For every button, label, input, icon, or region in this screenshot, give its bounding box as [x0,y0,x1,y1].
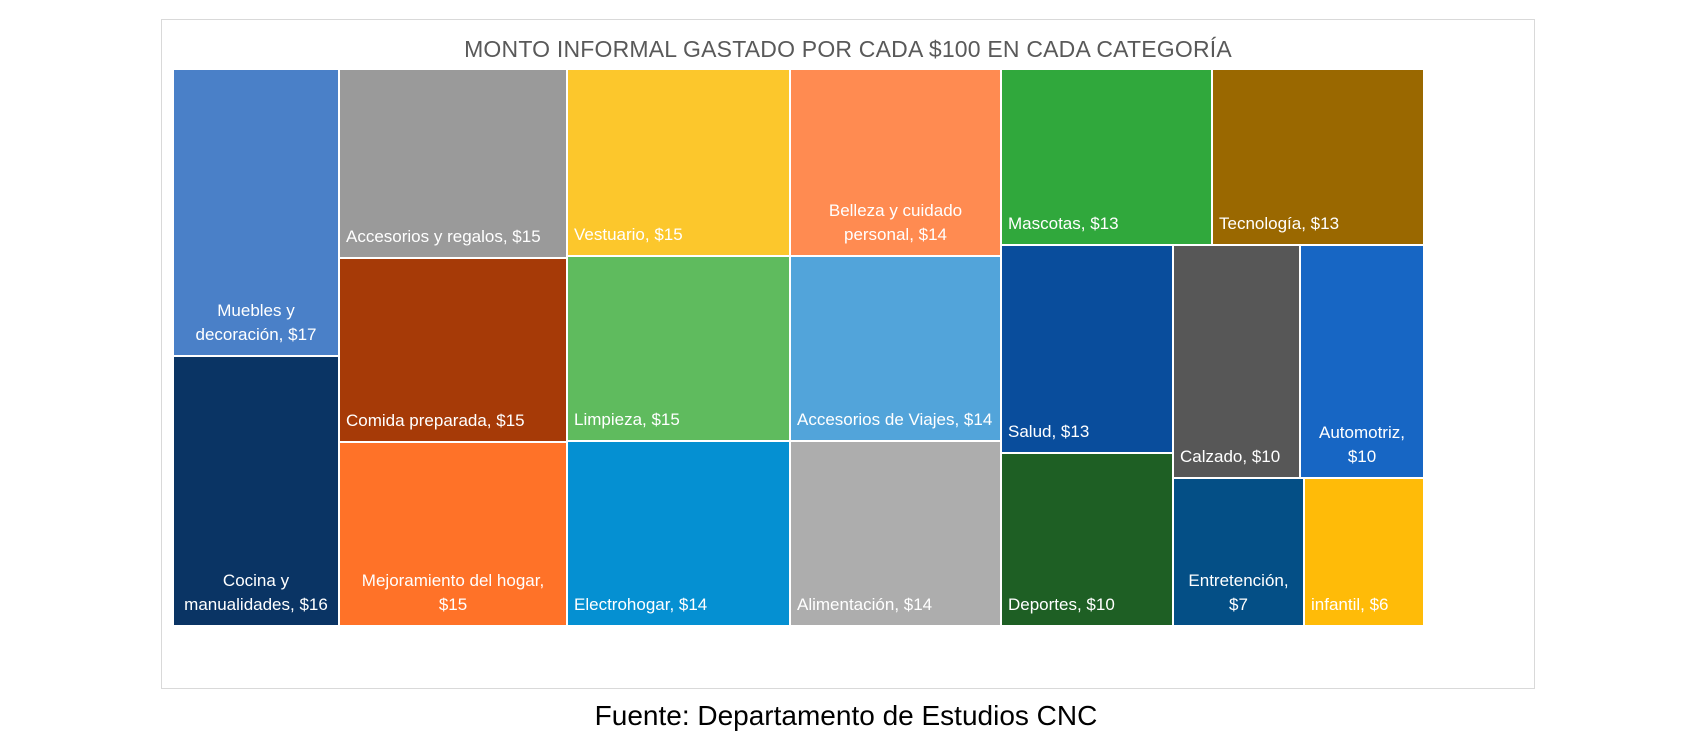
treemap-label-salud: Salud, $13 [1008,422,1090,441]
treemap-label-accesorios-de-viajes: Accesorios de Viajes, $14 [797,410,993,429]
treemap-label-accesorios-y-regalos: Accesorios y regalos, $15 [346,227,541,246]
treemap-tile-alimentacion: Alimentación, $14 [789,440,1002,627]
treemap-tile-infantil: infantil, $6 [1303,477,1425,627]
treemap-label-comida-preparada: Comida preparada, $15 [346,411,525,430]
treemap-label-mascotas: Mascotas, $13 [1008,214,1119,233]
treemap-label-tecnologia: Tecnología, $13 [1219,214,1340,233]
treemap-label-infantil: infantil, $6 [1311,595,1389,614]
treemap-chart: MONTO INFORMAL GASTADO POR CADA $100 EN … [161,19,1535,689]
treemap-tile-limpieza: Limpieza, $15 [566,255,791,442]
treemap-label-entretencion: Entretención, $7 [1188,571,1289,614]
treemap-tile-mejoramiento-del-hogar: Mejoramiento del hogar, $15 [338,441,568,627]
treemap-label-muebles-y-decoracion: Muebles y decoración, $17 [195,301,317,344]
treemap-tile-calzado: Calzado, $10 [1172,244,1301,479]
treemap-tile-muebles-y-decoracion: Muebles y decoración, $17 [172,68,340,357]
treemap-tile-electrohogar: Electrohogar, $14 [566,440,791,627]
treemap-label-alimentacion: Alimentación, $14 [797,595,933,614]
treemap-tile-comida-preparada: Comida preparada, $15 [338,257,568,443]
treemap-label-deportes: Deportes, $10 [1008,595,1115,614]
treemap-label-mejoramiento-del-hogar: Mejoramiento del hogar, $15 [361,571,545,614]
treemap-label-cocina-y-manualidades: Cocina y manualidades, $16 [184,571,328,614]
treemap-label-electrohogar: Electrohogar, $14 [574,595,708,614]
treemap-label-automotriz: Automotriz, $10 [1319,423,1405,466]
chart-title: MONTO INFORMAL GASTADO POR CADA $100 EN … [464,36,1232,62]
treemap-tile-mascotas: Mascotas, $13 [1000,68,1213,246]
treemap-tile-cocina-y-manualidades: Cocina y manualidades, $16 [172,355,340,627]
treemap-tile-tecnologia: Tecnología, $13 [1211,68,1425,246]
treemap-label-limpieza: Limpieza, $15 [574,410,680,429]
treemap-tile-vestuario: Vestuario, $15 [566,68,791,257]
treemap-area: Muebles y decoración, $17 Cocina y manual… [162,20,1536,690]
source-note: Fuente: Departamento de Estudios CNC [594,700,1098,731]
treemap-label-vestuario: Vestuario, $15 [574,225,683,244]
treemap-tile-automotriz: Automotriz, $10 [1299,244,1425,479]
treemap-tile-deportes: Deportes, $10 [1000,452,1174,627]
treemap-tile-accesorios-de-viajes: Accesorios de Viajes, $14 [789,255,1002,442]
treemap-label-belleza-y-cuidado-personal: Belleza y cuidado personal, $14 [828,201,963,244]
treemap-tile-accesorios-y-regalos: Accesorios y regalos, $15 [338,68,568,259]
treemap-tile-belleza-y-cuidado-personal: Belleza y cuidado personal, $14 [789,68,1002,257]
treemap-tile-entretencion: Entretención, $7 [1172,477,1305,627]
treemap-label-calzado: Calzado, $10 [1180,447,1281,466]
treemap-tile-salud: Salud, $13 [1000,244,1174,454]
